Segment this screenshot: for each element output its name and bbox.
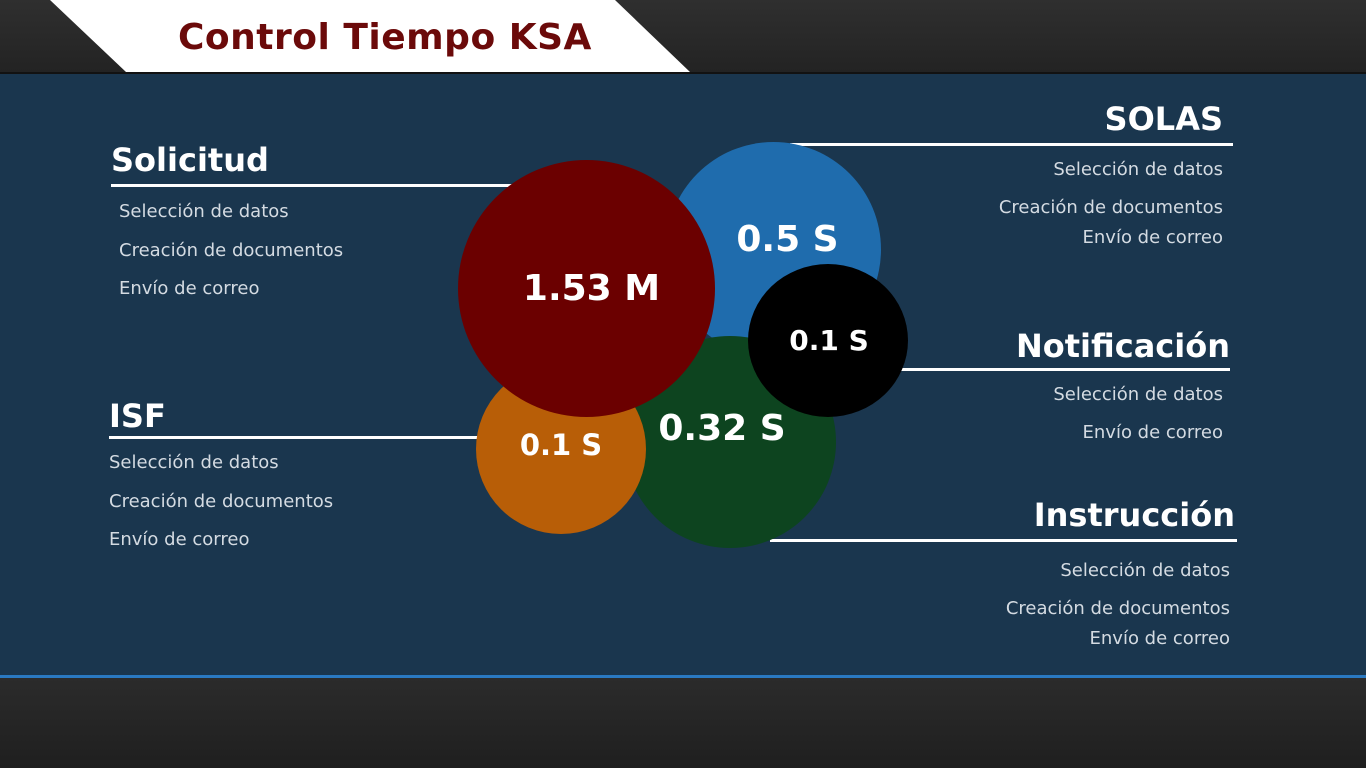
isf-rule (109, 436, 481, 439)
solas-title: SOLAS (1104, 100, 1223, 138)
solicitud-item-1: Selección de datos (119, 201, 289, 222)
instruccion-item-2: Creación de documentos (1005, 598, 1230, 619)
instruccion-item-3: Envío de correo (1089, 628, 1230, 649)
solicitud-rule (111, 184, 516, 187)
isf-title: ISF (109, 397, 166, 435)
notificacion-rule (895, 368, 1230, 371)
solicitud-time-circle: 1.53 M (458, 160, 715, 417)
solas-item-2: Creación de documentos (998, 197, 1223, 218)
solicitud-title: Solicitud (111, 141, 269, 179)
notificacion-time-circle: 0.1 S (748, 264, 908, 417)
solas-rule (790, 143, 1233, 146)
instruccion-item-1: Selección de datos (1060, 560, 1230, 581)
solicitud-item-3: Envío de correo (119, 278, 260, 299)
notificacion-item-2: Envío de correo (1082, 422, 1223, 443)
instruccion-rule (770, 539, 1237, 542)
footer-bar (0, 678, 1366, 768)
notificacion-title: Notificación (1015, 327, 1230, 365)
isf-item-2: Creación de documentos (109, 491, 334, 512)
page-title: Control Tiempo KSA (178, 17, 592, 58)
title-banner (50, 0, 690, 72)
isf-item-3: Envío de correo (109, 529, 250, 550)
solas-item-1: Selección de datos (1053, 159, 1223, 180)
solas-item-3: Envío de correo (1082, 227, 1223, 248)
solicitud-item-2: Creación de documentos (119, 240, 344, 261)
instruccion-title: Instrucción (1033, 496, 1235, 534)
notificacion-item-1: Selección de datos (1053, 384, 1223, 405)
isf-item-1: Selección de datos (109, 452, 279, 473)
footer-divider (0, 675, 1366, 678)
header-divider (0, 72, 1366, 74)
